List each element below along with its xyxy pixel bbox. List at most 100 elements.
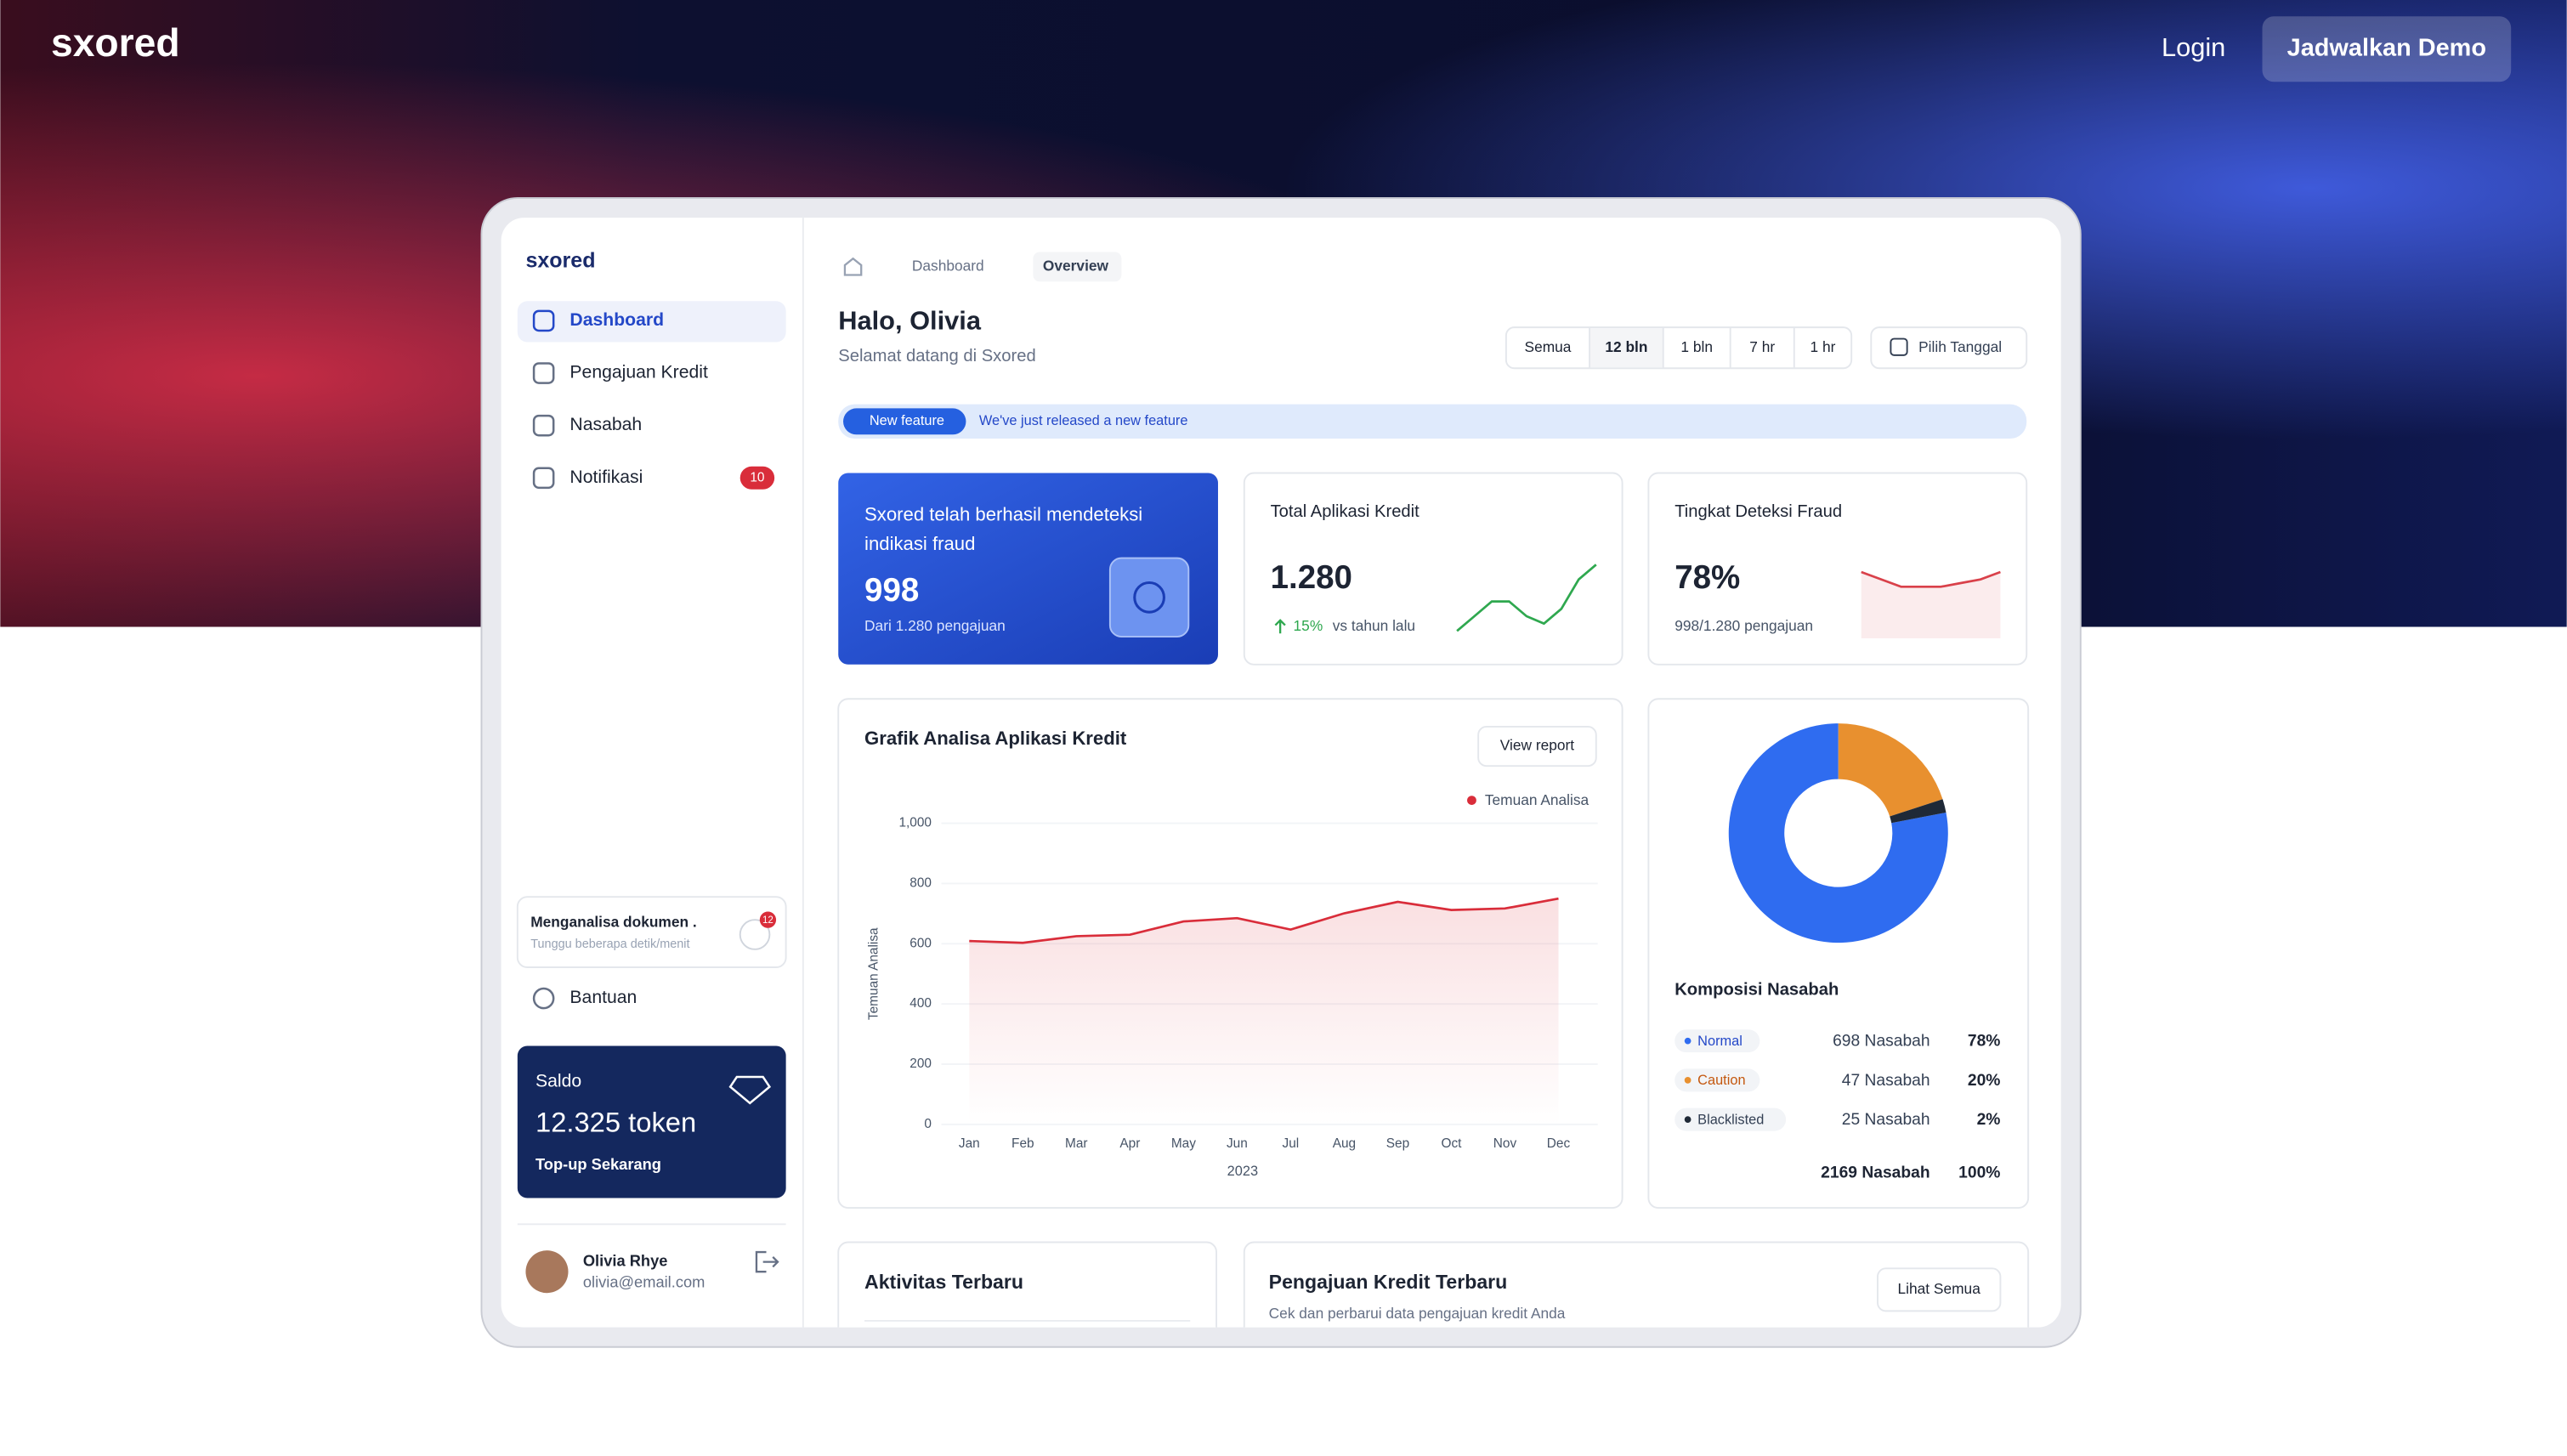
- change-value: 15%: [1294, 617, 1323, 634]
- status-title: Menganalisa dokumen .: [530, 914, 696, 931]
- balance-label: Saldo: [536, 1071, 581, 1091]
- x-tick-label: Aug: [1333, 1136, 1356, 1151]
- menu-icon: [532, 467, 555, 490]
- card-note: 998/1.280 pengajuan: [1674, 617, 1813, 634]
- date-button[interactable]: [1870, 326, 2028, 370]
- status-badge: [759, 911, 777, 928]
- avatar: [525, 1250, 569, 1294]
- legend-label: Caution: [1697, 1073, 1745, 1088]
- count-label: 25 Nasabah: [1842, 1111, 1930, 1129]
- y-tick-label: 600: [910, 936, 932, 950]
- help-link[interactable]: Bantuan: [570, 988, 637, 1007]
- banner-badge: [843, 408, 966, 435]
- x-tick-label: Apr: [1119, 1136, 1140, 1151]
- card-title: indikasi fraud: [864, 533, 975, 554]
- help-icon: [532, 987, 555, 1010]
- view-report-label[interactable]: View report: [1500, 737, 1575, 754]
- filter-option[interactable]: 12 bln: [1605, 338, 1647, 355]
- card-note: Dari 1.280 pengajuan: [864, 617, 1006, 634]
- page-title: Halo, Olivia: [838, 305, 982, 335]
- see-all-label[interactable]: Lihat Semua: [1898, 1280, 1981, 1297]
- banner-text[interactable]: We've just released a new feature: [979, 413, 1188, 428]
- demo-button-label[interactable]: Jadwalkan Demo: [2287, 34, 2486, 61]
- page-subtitle: Selamat datang di Sxored: [838, 347, 1035, 365]
- status-card: [516, 896, 787, 968]
- percent-label: 2%: [1977, 1111, 2001, 1129]
- legend-dot: [1684, 1037, 1692, 1045]
- section-subtitle: Cek dan perbarui data pengajuan kredit A…: [1269, 1305, 1566, 1322]
- card-value: 78%: [1674, 559, 1740, 596]
- stat-card: [1647, 472, 2028, 666]
- x-tick-label: Dec: [1547, 1136, 1571, 1151]
- y-tick-label: 0: [924, 1117, 932, 1131]
- login-link[interactable]: Login: [2162, 32, 2225, 62]
- total-count: 2169 Nasabah: [1821, 1164, 1930, 1182]
- composition-title: Komposisi Nasabah: [1674, 980, 1839, 999]
- y-tick-label: 400: [910, 996, 932, 1011]
- banner: [838, 404, 2027, 439]
- filter-option[interactable]: 1 bln: [1680, 338, 1713, 355]
- menu-icon: [532, 362, 555, 384]
- filter-option[interactable]: 7 hr: [1749, 338, 1775, 355]
- count-label: 47 Nasabah: [1842, 1072, 1930, 1090]
- card-title: Sxored telah berhasil mendeteksi: [864, 503, 1142, 524]
- line-series: [969, 897, 1559, 944]
- logout-icon[interactable]: [755, 1250, 779, 1273]
- area-fill: [969, 898, 1559, 1125]
- change-note: vs tahun lalu: [1333, 617, 1415, 634]
- x-tick-label: Jan: [959, 1136, 980, 1151]
- filter-option[interactable]: 1 hr: [1810, 338, 1836, 355]
- status-badge-count: 12: [762, 915, 774, 926]
- user-email: olivia@email.com: [583, 1272, 706, 1290]
- menu-active-bg: [517, 301, 786, 343]
- logo: sxored: [51, 20, 180, 65]
- y-tick-label: 1,000: [898, 816, 932, 830]
- menu-item[interactable]: Pengajuan Kredit: [570, 363, 708, 382]
- y-tick-label: 200: [910, 1057, 932, 1071]
- card-title: Tingkat Deteksi Fraud: [1674, 502, 1842, 521]
- x-tick-label: Oct: [1441, 1136, 1462, 1151]
- banner-badge-label: New feature: [870, 413, 944, 428]
- breadcrumb-item[interactable]: Dashboard: [912, 257, 984, 274]
- balance-card: [517, 1045, 786, 1198]
- menu-badge-count: 10: [750, 470, 764, 484]
- legend-pill: [1674, 1029, 1760, 1053]
- y-tick-label: 800: [910, 875, 932, 890]
- check-icon-box: [1108, 557, 1190, 638]
- legend-dot: [1467, 796, 1476, 806]
- demo-button[interactable]: [2262, 16, 2512, 82]
- diamond-icon: [728, 1075, 772, 1105]
- breadcrumb-active-bg: [1033, 252, 1122, 282]
- legend-dot: [1684, 1077, 1692, 1084]
- menu-badge: [740, 466, 775, 490]
- menu-item[interactable]: Dashboard: [570, 310, 664, 330]
- legend-label: Blacklisted: [1697, 1112, 1764, 1127]
- section-title: Aktivitas Terbaru: [864, 1271, 1023, 1293]
- status-subtitle: Tunggu beberapa detik/menit: [530, 938, 689, 951]
- x-tick-label: Jun: [1227, 1136, 1248, 1151]
- see-all-button[interactable]: [1877, 1267, 2002, 1312]
- topup-link[interactable]: Top-up Sekarang: [536, 1155, 661, 1173]
- calendar-icon: [1890, 337, 1908, 356]
- menu-item[interactable]: Nasabah: [570, 415, 642, 434]
- card-value: 1.280: [1271, 559, 1352, 596]
- section-title: Pengajuan Kredit Terbaru: [1269, 1271, 1508, 1293]
- donut-slice: [1890, 799, 1946, 824]
- view-report-button[interactable]: [1477, 726, 1597, 768]
- menu-item[interactable]: Notifikasi: [570, 467, 643, 487]
- filter-option[interactable]: Semua: [1525, 338, 1572, 355]
- check-icon: [1133, 581, 1165, 614]
- balance-amount: 12.325 token: [536, 1107, 696, 1138]
- chart-title: Grafik Analisa Aplikasi Kredit: [864, 728, 1127, 749]
- legend-dot: [1684, 1116, 1692, 1123]
- x-tick-label: Mar: [1065, 1136, 1088, 1151]
- sparkline-area: [1861, 571, 2001, 638]
- percent-label: 78%: [1968, 1033, 2001, 1051]
- date-button-label[interactable]: Pilih Tanggal: [1918, 338, 2002, 355]
- breadcrumb-item: Overview: [1043, 257, 1109, 274]
- x-tick-label: Sep: [1386, 1136, 1409, 1151]
- status-icon: [739, 919, 771, 950]
- x-tick-label: Feb: [1012, 1136, 1034, 1151]
- menu-icon: [532, 309, 555, 332]
